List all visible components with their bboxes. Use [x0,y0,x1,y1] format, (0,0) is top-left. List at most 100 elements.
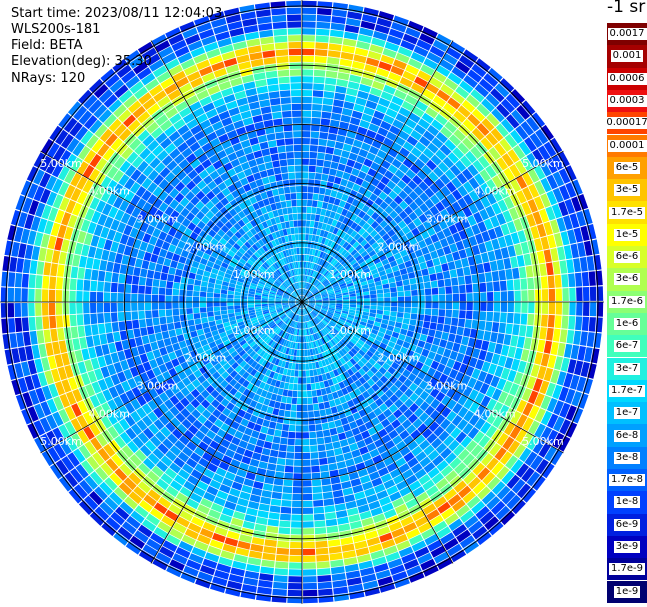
ppi-cell [432,302,439,309]
ppi-cell [277,540,290,548]
ppi-cell [300,308,302,315]
ppi-cell [265,328,272,334]
ppi-cell [150,377,160,388]
ppi-cell [511,109,525,125]
ppi-cell [207,545,222,556]
ppi-cell [315,424,323,431]
ppi-cell [391,361,400,370]
ppi-cell [309,145,318,152]
ppi-cell [384,154,395,164]
ppi-cell [330,22,345,31]
ppi-cell [291,306,297,311]
ppi-cell [355,342,363,349]
ppi-cell [411,227,420,237]
ppi-cell [370,220,379,229]
ppi-cell [296,308,300,315]
ppi-cell [219,346,228,354]
ppi-cell [391,142,402,152]
ppi-cell [287,589,302,597]
ppi-cell [461,336,470,346]
ppi-cell [282,486,293,494]
ppi-cell [324,335,330,342]
ppi-cell [422,503,437,515]
ppi-cell [186,498,200,510]
ppi-cell [340,51,354,61]
ppi-cell [507,440,521,455]
ppi-cell [474,254,483,265]
ppi-cell [378,11,394,22]
ppi-cell [318,360,323,368]
ppi-cell [429,273,437,282]
ppi-cell [167,322,175,331]
ppi-cell [393,409,403,419]
ppi-cell [368,123,380,133]
ppi-cell [308,411,315,418]
ppi-cell [189,492,203,504]
ppi-cell [349,74,362,84]
ppi-cell [326,255,332,262]
ppi-cell [308,303,315,306]
ppi-cell [401,273,409,281]
ppi-cell [238,440,248,449]
ppi-cell [312,319,317,326]
ppi-cell [265,353,272,361]
ppi-cell [167,274,175,282]
ppi-cell [511,499,526,515]
ppi-cell [393,270,401,277]
ppi-cell [186,313,194,321]
ppi-cell [381,258,389,266]
ppi-cell [457,185,468,197]
ppi-cell [241,403,249,412]
ppi-cell [564,343,573,358]
ppi-cell [309,262,313,269]
ppi-cell [331,377,338,385]
ppi-cell [59,440,72,455]
ppi-cell [476,263,485,274]
ppi-cell [250,360,258,369]
ppi-cell [322,269,328,276]
ppi-cell [363,7,379,17]
ppi-cell [383,310,390,316]
ppi-cell [534,277,542,289]
ppi-cell [374,280,382,286]
ppi-cell [312,104,322,111]
ppi-cell [444,452,457,465]
ppi-cell [138,294,145,302]
ppi-cell [112,262,121,273]
ppi-cell [371,253,379,261]
ppi-cell [276,416,284,424]
ppi-cell [440,465,454,477]
ppi-cell [444,139,457,151]
ppi-cell [412,418,423,429]
ppi-cell [294,314,298,321]
ppi-cell [388,72,402,83]
ppi-cell [243,478,254,487]
ppi-cell [534,408,546,423]
ppi-cell [138,550,155,563]
ppi-cell [29,330,38,345]
ppi-cell [510,89,526,104]
ppi-cell [534,393,545,407]
ppi-cell [465,365,475,377]
ppi-cell [90,302,97,314]
ppi-cell [236,357,244,365]
ppi-cell [546,327,554,341]
ppi-cell [312,256,317,263]
ppi-cell [314,325,319,332]
ppi-cell [194,318,202,325]
ppi-cell [342,355,350,363]
ppi-cell [411,82,425,94]
ppi-cell [363,106,375,116]
ppi-cell [305,291,310,297]
ppi-cell [277,344,283,352]
ppi-cell [302,439,310,446]
ppi-cell [286,452,295,459]
ppi-cell [208,341,217,349]
ppi-cell [141,335,150,345]
ppi-cell [202,275,210,282]
ppi-cell [242,520,255,530]
ppi-cell [399,77,413,88]
ppi-cell [295,328,298,336]
ppi-cell [285,333,290,340]
ppi-cell [452,232,462,243]
